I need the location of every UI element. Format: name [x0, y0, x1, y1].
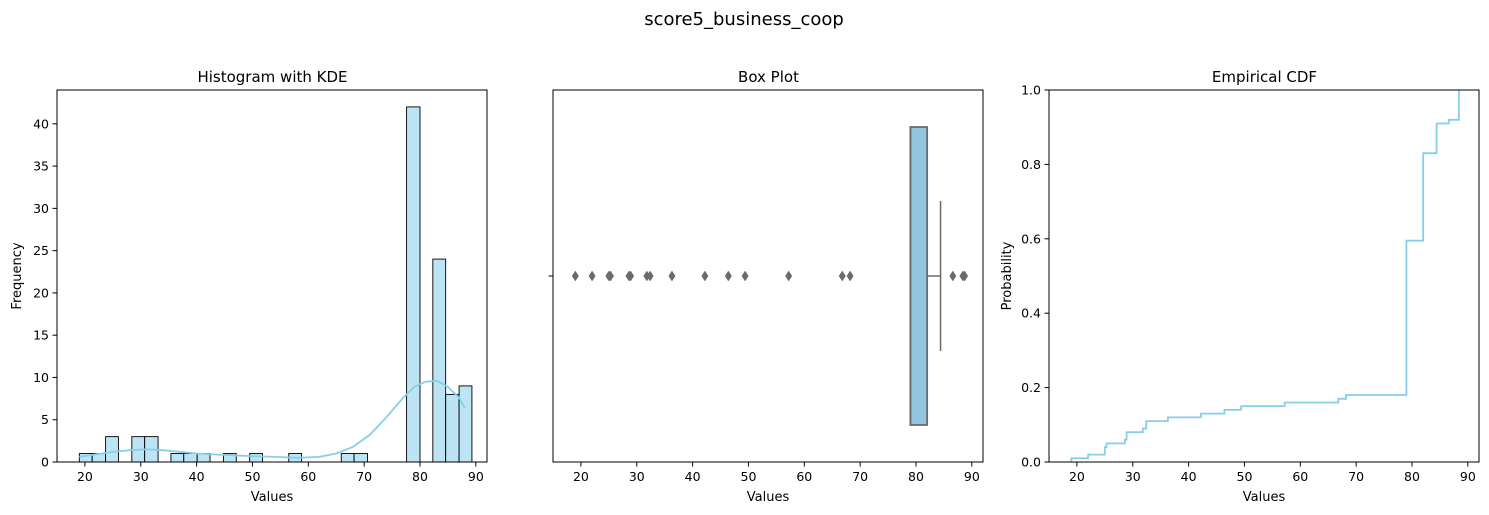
boxplot-x-tick-label: 20	[573, 469, 589, 484]
boxplot-x-tick-label: 40	[685, 469, 701, 484]
histogram-y-tick-label: 20	[33, 285, 49, 300]
ecdf-xlabel: Values	[1243, 490, 1286, 505]
boxplot-plot-area	[571, 126, 969, 426]
histogram-x-tick-label: 50	[245, 469, 261, 484]
boxplot-outlier	[846, 270, 854, 282]
histogram-y-tick-label: 40	[33, 116, 49, 131]
boxplot-outlier	[838, 270, 846, 282]
ecdf-y-tick-label: 0.2	[1021, 380, 1041, 395]
ecdf-plot-area	[1070, 90, 1460, 462]
boxplot-box	[909, 126, 929, 426]
ecdf-y-tick-label: 0.4	[1021, 306, 1041, 321]
histogram-y-tick-label: 25	[33, 243, 49, 258]
boxplot-x-tick-label: 90	[964, 469, 980, 484]
histogram-bar	[432, 258, 447, 463]
histogram-bar	[170, 453, 185, 463]
panel-ecdf: Empirical CDF 20 30 40 50 60 70 80 90 0.0 0.2 0.4…	[1000, 68, 1480, 505]
ecdf-y-tick-label: 0.0	[1021, 455, 1041, 470]
histogram-y-tick-label: 35	[33, 159, 49, 174]
histogram-x-tick-label: 70	[356, 469, 372, 484]
boxplot-outlier	[785, 270, 793, 282]
boxplot-title: Box Plot	[738, 68, 799, 86]
boxplot-x-tick-label: 50	[741, 469, 757, 484]
histogram-title: Histogram with KDE	[197, 68, 347, 86]
boxplot-xlabel: Values	[747, 490, 790, 505]
boxplot-outlier	[627, 270, 635, 282]
histogram-y-tick-label: 10	[33, 370, 49, 385]
boxplot-outlier	[961, 270, 969, 282]
histogram-bar	[183, 453, 198, 463]
histogram-x-tick-label: 20	[77, 469, 93, 484]
ecdf-x-tick-label: 30	[1125, 469, 1141, 484]
histogram-frame	[56, 89, 488, 463]
histogram-bar	[353, 453, 368, 463]
histogram-bar	[340, 453, 355, 463]
histogram-bar	[406, 106, 421, 463]
ecdf-x-tick-label: 40	[1181, 469, 1197, 484]
ecdf-x-tick-label: 50	[1237, 469, 1253, 484]
ecdf-y-ticks: 0.0 0.2 0.4 0.6 0.8 1.0	[1021, 83, 1049, 470]
kde-line	[79, 379, 466, 459]
ecdf-ylabel: Probability	[1000, 241, 1015, 310]
histogram-bar	[105, 436, 119, 463]
histogram-ylabel: Frequency	[10, 242, 25, 309]
histogram-bar	[458, 385, 473, 463]
histogram-bar	[249, 453, 263, 463]
panel-boxplot: Box Plot 20 30 40 50 60 70 80 90 Values	[548, 68, 984, 505]
panel-histogram: Histogram with KDE 20 30 40 50 60 70 80 90 0 5 10…	[10, 68, 488, 505]
ecdf-frame	[1048, 89, 1480, 463]
boxplot-outlier	[646, 270, 654, 282]
ecdf-step-line	[1070, 90, 1460, 462]
boxplot-outlier	[668, 270, 676, 282]
histogram-x-ticks: 20 30 40 50 60 70 80 90	[77, 462, 484, 484]
histogram-y-ticks: 0 5 10 15 20 25 30 35 40	[33, 116, 57, 470]
figure-suptitle: score5_business_coop	[644, 9, 844, 30]
histogram-y-tick-label: 15	[33, 328, 49, 343]
ecdf-x-tick-label: 20	[1069, 469, 1085, 484]
histogram-bar	[445, 393, 460, 463]
histogram-x-tick-label: 80	[412, 469, 428, 484]
ecdf-x-tick-label: 90	[1460, 469, 1476, 484]
boxplot-x-tick-label: 70	[852, 469, 868, 484]
ecdf-y-tick-label: 0.8	[1021, 157, 1041, 172]
boxplot-x-tick-label: 60	[796, 469, 812, 484]
histogram-plot-area	[78, 106, 473, 463]
boxplot-outlier	[724, 270, 732, 282]
boxplot-outlier	[588, 270, 596, 282]
ecdf-title: Empirical CDF	[1212, 68, 1317, 86]
boxplot-outlier	[949, 270, 957, 282]
histogram-x-tick-label: 40	[189, 469, 205, 484]
histogram-x-tick-label: 60	[300, 469, 316, 484]
ecdf-x-tick-label: 70	[1348, 469, 1364, 484]
ecdf-x-tick-label: 60	[1292, 469, 1308, 484]
histogram-y-tick-label: 5	[41, 412, 49, 427]
boxplot-outlier	[701, 270, 709, 282]
boxplot-outlier	[571, 270, 579, 282]
histogram-x-tick-label: 30	[133, 469, 149, 484]
ecdf-y-tick-label: 1.0	[1021, 83, 1041, 98]
boxplot-outlier	[741, 270, 749, 282]
boxplot-x-ticks: 20 30 40 50 60 70 80 90	[573, 462, 980, 484]
boxplot-x-tick-label: 30	[629, 469, 645, 484]
boxplot-outlier	[607, 270, 615, 282]
histogram-y-tick-label: 30	[33, 201, 49, 216]
histogram-y-tick-label: 0	[41, 455, 49, 470]
boxplot-x-tick-label: 80	[908, 469, 924, 484]
histogram-xlabel: Values	[251, 490, 294, 505]
ecdf-x-tick-label: 80	[1404, 469, 1420, 484]
ecdf-x-ticks: 20 30 40 50 60 70 80 90	[1069, 462, 1476, 484]
histogram-x-tick-label: 90	[468, 469, 484, 484]
ecdf-y-tick-label: 0.6	[1021, 231, 1041, 246]
